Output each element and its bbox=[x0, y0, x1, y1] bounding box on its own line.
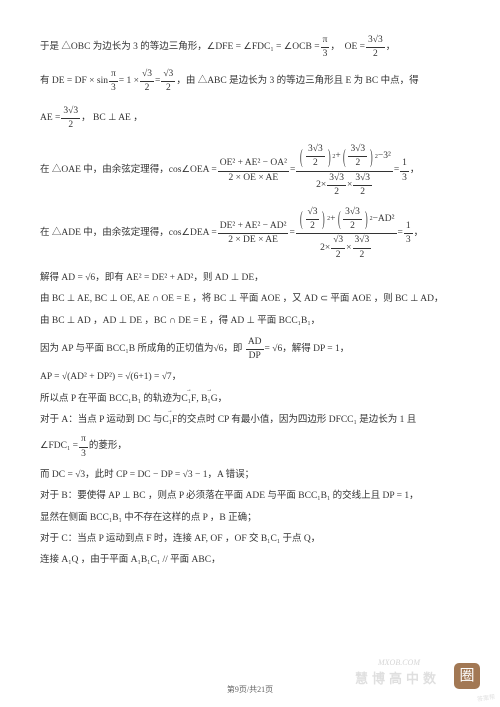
frac: OE² + AE² − OA²2 × OE × AE bbox=[218, 157, 289, 185]
page-footer: 第9页/共21页 bbox=[0, 684, 500, 695]
text: 在 △ADE 中，由余弦定理得， bbox=[40, 227, 169, 240]
text: ，即 bbox=[223, 343, 242, 356]
text: 所以点 P 在平面 BCC₁B₁ 的轨迹为 bbox=[40, 393, 181, 406]
eq-cosDEA: cos∠DEA = bbox=[169, 227, 217, 240]
frac-res: 13 bbox=[400, 157, 409, 185]
text: 的交点时 CP 有最小值，因为四边形 DFCC₁ 是边长为 1 且 bbox=[177, 414, 416, 427]
text: ，由 △ABC 是边长为 3 的等边三角形且 E 为 BC 中点，得 bbox=[176, 75, 418, 88]
eq: = √6 bbox=[265, 343, 283, 356]
frac-pi3b: π3 bbox=[79, 433, 88, 461]
text: ，解得 DP = 1， bbox=[282, 343, 349, 356]
line-17: 对于 C：当点 P 运动到点 F 时，连接 AF, OF ，OF 交 B₁C₁ … bbox=[40, 533, 460, 546]
text: ，即有 AE² = DE² + AD²，则 AD ⊥ DE， bbox=[95, 272, 263, 285]
text: 而 bbox=[40, 469, 50, 482]
text: ∠FDC₁ = bbox=[40, 440, 78, 453]
frac-big: (√32)2+(3√32)2−AD² 2×√32×3√32 bbox=[296, 205, 397, 262]
text: 因为 AP 与平面 BCC₁B 所成角的正切值为 bbox=[40, 343, 213, 356]
text: ， bbox=[218, 393, 228, 406]
frac-AE: 3√32 bbox=[61, 105, 80, 133]
frac-big: (3√32)2+(3√32)2−3² 2×3√32×3√32 bbox=[296, 143, 392, 200]
line-18: 连接 A₁Q ，由于平面 A₁B₁C₁ // 平面 ABC， bbox=[40, 554, 460, 567]
watermark-small: MXOB.COM bbox=[378, 658, 420, 667]
text: 解得 bbox=[40, 272, 59, 285]
line-2: 有 DE = DF × sin π3 = 1 × √32 = √32 ，由 △A… bbox=[40, 68, 460, 96]
frac-pi3: π3 bbox=[321, 34, 330, 62]
eq: AD = √6 bbox=[61, 272, 95, 285]
text: 由 BC ⊥ AD ，AD ⊥ DE ，BC ∩ DE = E ，得 AD ⊥ … bbox=[40, 315, 320, 328]
eq-AP: AP = √(AD² + DP²) = √(6+1) = √7 bbox=[40, 371, 172, 384]
text: ，A 错误； bbox=[207, 469, 254, 482]
line-9: 因为 AP 与平面 BCC₁B 所成角的正切值为 √6 ，即 ADDP = √6… bbox=[40, 336, 460, 364]
text: 连接 A₁Q ，由于平面 A₁B₁C₁ // 平面 ABC， bbox=[40, 554, 221, 567]
eq: DC = √3 bbox=[52, 469, 85, 482]
text: 由 BC ⊥ AE, BC ⊥ OE, AE ∩ OE = E ，将 BC ⊥ … bbox=[40, 293, 443, 306]
line-4: 在 △OAE 中，由余弦定理得， cos∠OEA = OE² + AE² − O… bbox=[40, 143, 460, 200]
line-16: 显然在侧面 BCC₁B₁ 中不存在这样的点 P ，B 正确； bbox=[40, 512, 460, 525]
text: 于是 △OBC 为边长为 3 的等边三角形， bbox=[40, 41, 207, 54]
arc-C1F: C₁F bbox=[181, 393, 196, 406]
line-15: 对于 B：要使得 AP ⊥ BC ，则点 P 必须落在平面 ADE 与平面 BC… bbox=[40, 490, 460, 503]
page-content: 于是 △OBC 为边长为 3 的等边三角形， ∠DFE = ∠FDC₁ = ∠O… bbox=[0, 0, 500, 603]
text: 有 bbox=[40, 75, 50, 88]
eq-DE: DE = DF × sin bbox=[52, 75, 108, 88]
eq-angle: ∠DFE = ∠FDC₁ = ∠OCB = bbox=[207, 41, 320, 54]
line-10: AP = √(AD² + DP²) = √(6+1) = √7 ， bbox=[40, 371, 460, 384]
text: 对于 A：当点 P 运动到 DC 与 bbox=[40, 414, 162, 427]
text: 显然在侧面 BCC₁B₁ 中不存在这样的点 P ，B 正确； bbox=[40, 512, 257, 525]
line-6: 解得 AD = √6 ，即有 AE² = DE² + AD²，则 AD ⊥ DE… bbox=[40, 272, 460, 285]
text: 在 △OAE 中，由余弦定理得， bbox=[40, 164, 169, 177]
frac-ADDP: ADDP bbox=[246, 336, 264, 364]
line-8: 由 BC ⊥ AD ，AD ⊥ DE ，BC ∩ DE = E ，得 AD ⊥ … bbox=[40, 315, 460, 328]
eq-OE: OE = bbox=[345, 41, 365, 54]
text: 对于 C：当点 P 运动到点 F 时，连接 AF, OF ，OF 交 B₁C₁ … bbox=[40, 533, 320, 546]
eq-AE: AE = bbox=[40, 112, 60, 125]
frac: √32 bbox=[161, 68, 175, 96]
arc-B1G: B₁G bbox=[201, 393, 218, 406]
line-14: 而 DC = √3 ，此时 CP = DC − DP = √3 − 1 ，A 错… bbox=[40, 469, 460, 482]
text: BC ⊥ AE ， bbox=[93, 112, 143, 125]
line-5: 在 △ADE 中，由余弦定理得， cos∠DEA = DE² + AE² − A… bbox=[40, 205, 460, 262]
line-3: AE = 3√32 ， BC ⊥ AE ， bbox=[40, 105, 460, 133]
frac: DE² + AE² − AD²2 × DE × AE bbox=[218, 220, 289, 248]
text: ， bbox=[172, 371, 182, 384]
frac: π3 bbox=[109, 68, 118, 96]
text: ， bbox=[414, 227, 424, 240]
eq: CP = DC − DP = √3 − 1 bbox=[116, 469, 207, 482]
line-12: 对于 A：当点 P 运动到 DC 与 C₁F 的交点时 CP 有最小值，因为四边… bbox=[40, 414, 460, 427]
text: ， bbox=[81, 112, 91, 125]
text: ，此时 bbox=[85, 469, 114, 482]
text: 对于 B：要使得 AP ⊥ BC ，则点 P 必须落在平面 ADE 与平面 BC… bbox=[40, 490, 419, 503]
line-11: 所以点 P 在平面 BCC₁B₁ 的轨迹为 C₁F , B₁G ， bbox=[40, 393, 460, 406]
arc-C1F2: C₁F bbox=[162, 414, 177, 427]
text: 的菱形， bbox=[89, 440, 127, 453]
line-1: 于是 △OBC 为边长为 3 的等边三角形， ∠DFE = ∠FDC₁ = ∠O… bbox=[40, 34, 460, 62]
text: ， bbox=[410, 164, 420, 177]
text: ， bbox=[330, 41, 340, 54]
frac-OE: 3√32 bbox=[366, 34, 385, 62]
eq-cosOEA: cos∠OEA = bbox=[169, 164, 217, 177]
eq: √6 bbox=[213, 343, 223, 356]
line-7: 由 BC ⊥ AE, BC ⊥ OE, AE ∩ OE = E ，将 BC ⊥ … bbox=[40, 293, 460, 306]
frac-res: 13 bbox=[404, 220, 413, 248]
line-13: ∠FDC₁ = π3 的菱形， bbox=[40, 433, 460, 461]
frac: √32 bbox=[140, 68, 154, 96]
